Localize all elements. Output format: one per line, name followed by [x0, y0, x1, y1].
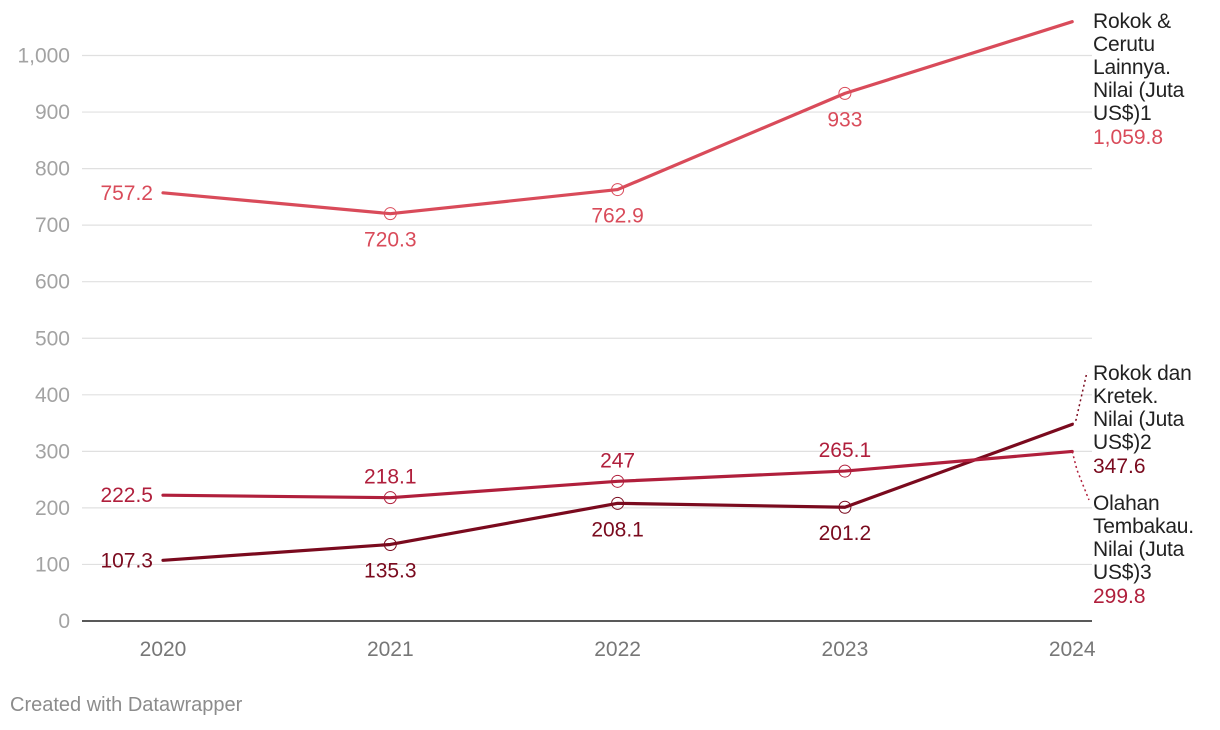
data-labels: 757.2 720.3 762.9 933 107.3 135.3 208.1 201.2 22… [100, 108, 871, 582]
y-tick-label: 600 [35, 271, 70, 294]
data-label: 762.9 [591, 205, 644, 228]
label-connector [1071, 451, 1090, 501]
y-tick-label: 400 [35, 384, 70, 407]
gridlines [82, 54, 1092, 622]
series-end-value: 347.6 [1093, 455, 1146, 478]
series-line [161, 449, 1074, 500]
point-marker [383, 491, 397, 505]
data-label: 720.3 [364, 229, 417, 252]
series-name-label: Nilai (Juta [1093, 79, 1185, 102]
y-tick-label: 900 [35, 101, 70, 124]
y-tick-label: 500 [35, 327, 70, 350]
data-label: 757.2 [100, 182, 153, 205]
x-tick-label: 2021 [367, 638, 414, 661]
series-markers [383, 86, 852, 551]
series-name-label: Rokok & [1093, 10, 1171, 33]
series-name-label: US$)2 [1093, 431, 1152, 454]
series-name-label: Tembakau. [1093, 515, 1194, 538]
point-marker [383, 207, 397, 221]
point-marker [611, 496, 625, 510]
data-label: 218.1 [364, 466, 417, 489]
footer-credit: Created with Datawrapper [10, 694, 243, 716]
series-name-label: Olahan [1093, 492, 1160, 515]
series-end-value: 299.8 [1093, 585, 1146, 608]
series-line [161, 422, 1074, 562]
series-name-label: US$)3 [1093, 561, 1152, 584]
y-tick-label: 300 [35, 440, 70, 463]
y-tick-label: 800 [35, 158, 70, 181]
data-label: 265.1 [819, 439, 872, 462]
x-tick-label: 2023 [822, 638, 869, 661]
y-tick-label: 100 [35, 553, 70, 576]
series-line [161, 20, 1074, 216]
x-tick-label: 2022 [594, 638, 641, 661]
series-name-label: Lainnya. [1093, 56, 1171, 79]
y-tick-label: 700 [35, 214, 70, 237]
data-label: 247 [600, 449, 635, 472]
point-marker [611, 474, 625, 488]
series-lines [161, 20, 1074, 562]
y-tick-label: 1,000 [17, 45, 70, 68]
point-marker [838, 500, 852, 514]
data-label: 201.2 [819, 522, 872, 545]
series-name-label: Nilai (Juta [1093, 408, 1185, 431]
series-name-label: Cerutu [1093, 33, 1155, 56]
point-marker [838, 464, 852, 478]
y-axis-ticks: 0 100 200 300 400 500 600 700 800 900 1,000 [17, 45, 70, 634]
data-label: 933 [827, 108, 862, 131]
y-tick-label: 200 [35, 497, 70, 520]
x-tick-label: 2020 [140, 638, 187, 661]
series-end-value: 1,059.8 [1093, 126, 1163, 149]
series-name-label: US$)1 [1093, 102, 1152, 125]
label-connector [1071, 371, 1088, 425]
series-name-label: Kretek. [1093, 385, 1158, 408]
y-tick-label: 0 [58, 610, 70, 633]
point-marker [611, 183, 625, 197]
x-tick-label: 2024 [1049, 638, 1096, 661]
point-marker [383, 537, 397, 551]
point-marker [838, 86, 852, 100]
series-name-label: Nilai (Juta [1093, 538, 1185, 561]
data-label: 107.3 [100, 549, 153, 572]
data-label: 135.3 [364, 559, 417, 582]
series-name-label: Rokok dan [1093, 362, 1192, 385]
x-axis-ticks: 2020 2021 2022 2023 2024 [140, 638, 1096, 661]
data-label: 208.1 [591, 518, 644, 541]
data-label: 222.5 [100, 484, 153, 507]
